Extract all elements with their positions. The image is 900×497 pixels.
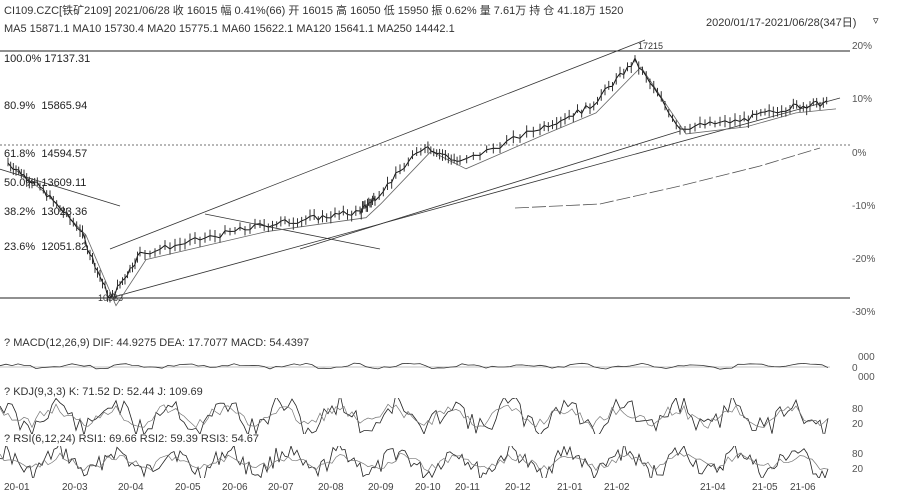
ma250-line [514,147,821,209]
x-tick-label: 20-10 [415,482,441,493]
fib-label-618: 61.8% 14594.57 [4,148,88,160]
pct-label-0: 0% [852,148,867,159]
x-tick-label: 20-12 [505,482,531,493]
macd-chart [0,362,830,370]
x-tick-label: 20-05 [175,482,201,493]
event-mark: * [436,36,439,41]
x-tick-label: 21-06 [790,482,816,493]
fib-label-236: 23.6% 12051.82 [4,241,88,253]
event-mark: * [680,36,683,41]
candlesticks [7,55,828,303]
x-tick-label: 20-01 [4,482,30,493]
event-mark: * [660,36,663,41]
trend-mid [204,213,381,250]
event-mark: * [575,36,578,41]
trend-mid2 [299,130,681,250]
settings-icon[interactable]: ▿ [873,15,879,27]
x-tick-label: 20-08 [318,482,344,493]
macd-axis-3: 000 [858,372,875,383]
chart-header-title: CI109.CZC[铁矿2109] 2021/06/28 收 16015 幅 0… [4,5,624,17]
event-mark: * [600,36,603,41]
x-tick-label: 21-05 [752,482,778,493]
event-mark: * [552,36,555,41]
channel-upper [109,39,646,250]
high-annotation: 17215 [638,41,664,51]
rsi-chart [0,446,829,478]
rsi-title: ? RSI(6,12,24) RSI1: 69.66 RSI2: 59.39 R… [4,433,260,445]
event-mark: * [520,36,523,41]
price-line [7,56,827,300]
kdj-axis-20: 20 [852,419,864,430]
price-chart: * * * * * * * * * * * * * * * * * * * * [0,36,850,307]
x-tick-label: 20-11 [455,482,480,493]
event-mark: * [455,36,458,41]
event-mark: * [500,36,503,41]
macd-title: ? MACD(12,26,9) DIF: 44.9275 DEA: 17.707… [4,337,310,349]
event-mark: * [568,36,571,41]
kdj-title: ? KDJ(9,3,3) K: 71.52 D: 52.44 J: 109.69 [4,386,203,398]
pct-label-10: 10% [852,94,873,105]
x-tick-label: 20-03 [62,482,88,493]
rsi-axis-20: 20 [852,464,864,475]
x-tick-label: 20-09 [368,482,394,493]
ma-line [13,66,837,307]
pct-label-m20: -20% [852,254,876,265]
fib-label-382: 38.2% 13023.36 [4,206,88,218]
event-marks: * * * * * * * * * * * * * * * * * * * * [420,36,763,41]
x-tick-label: 21-04 [700,482,726,493]
ma-legend: MA5 15871.1 MA10 15730.4 MA20 15775.1 MA… [4,23,455,35]
x-tick-label: 21-02 [604,482,630,493]
x-tick-label: 20-04 [118,482,144,493]
event-mark: * [478,36,481,41]
macd-axis-2: 0 [852,363,858,374]
event-mark: * [640,36,643,41]
pct-label-m30: -30% [852,307,876,318]
rsi-axis-80: 80 [852,449,864,460]
event-mark: * [446,36,449,41]
kdj-axis-80: 80 [852,404,864,415]
chart-date-range: 2020/01/17-2021/06/28(347日) [706,17,857,29]
fib-label-500: 50.0% 13609.11 [4,177,87,189]
x-tick-label: 20-07 [268,482,294,493]
trend-early [0,168,121,207]
fib-label-100: 100.0% 17137.31 [4,53,91,65]
event-mark: * [560,36,563,41]
channel-lower [109,97,841,299]
x-tick-label: 21-01 [557,482,583,493]
event-mark: * [760,36,763,41]
kdj-chart [0,398,829,434]
pct-label-20: 20% [852,41,873,52]
macd-axis-1: 000 [858,352,875,363]
pct-label-m10: -10% [852,201,876,212]
low-annotation: 10383 [98,293,124,303]
x-tick-label: 20-06 [222,482,248,493]
event-mark: * [545,36,548,41]
event-mark: * [620,36,623,41]
event-mark: * [428,36,431,41]
event-mark: * [420,36,423,41]
fib-label-809: 80.9% 15865.94 [4,100,88,112]
event-mark: * [470,36,473,41]
